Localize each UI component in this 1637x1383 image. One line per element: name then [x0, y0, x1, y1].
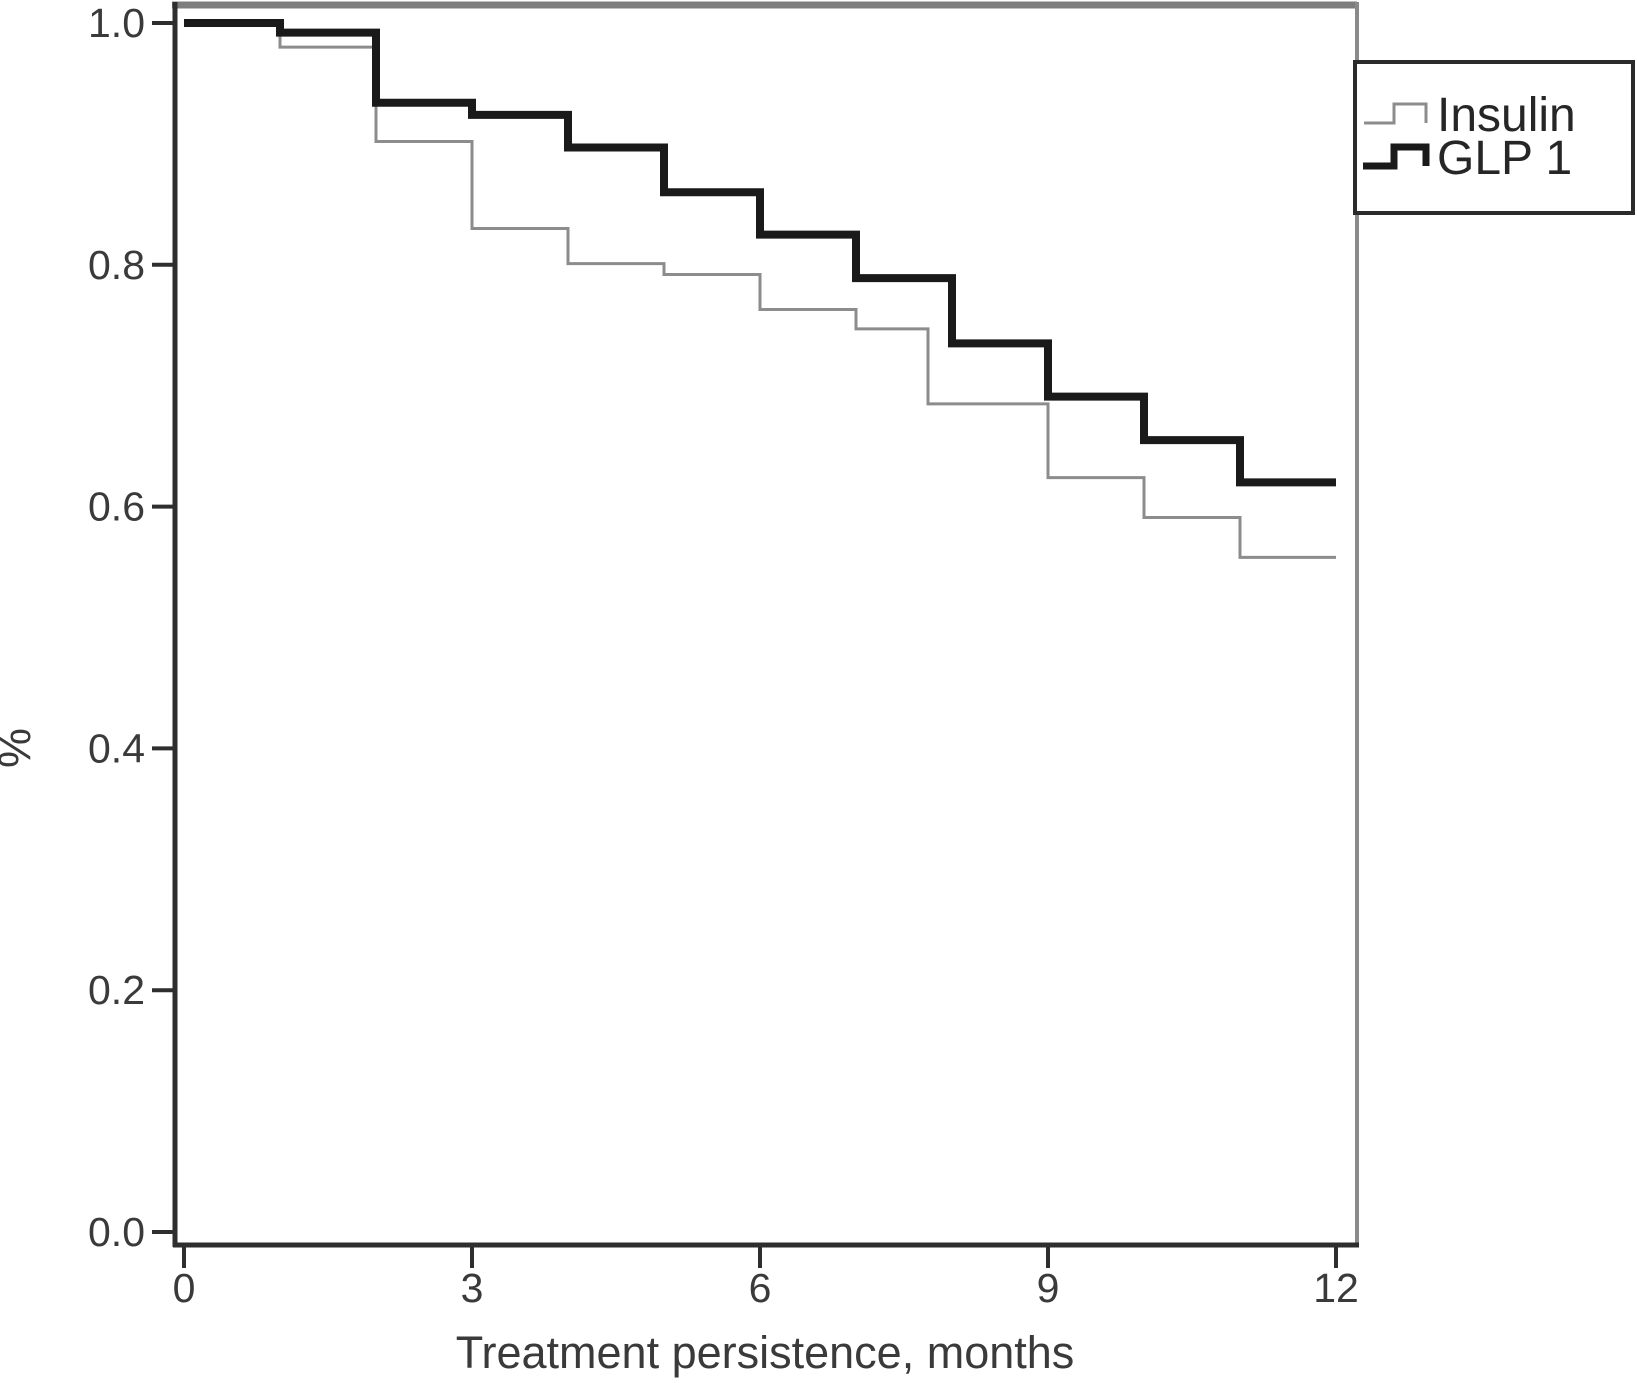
series-line-glp-1: [184, 19, 1336, 487]
x-tick-label: 6: [749, 1265, 772, 1311]
y-tick-label: 0.4: [88, 725, 145, 771]
y-tick-label: 0.6: [88, 484, 145, 530]
series-lines: [184, 19, 1336, 559]
x-tick-label: 3: [461, 1265, 484, 1311]
x-tick-label: 0: [173, 1265, 196, 1311]
y-axis-title: %: [0, 728, 40, 768]
x-tick-label: 12: [1313, 1265, 1359, 1311]
x-axis-ticks: 0 3 6 9 12: [173, 1245, 1359, 1311]
legend-box: [1353, 60, 1635, 215]
legend-line-sample-glp1: [1363, 143, 1430, 170]
y-axis-ticks: 0.0 0.2 0.4 0.6 0.8 1.0: [88, 0, 175, 1255]
legend-line-sample-insulin: [1364, 102, 1428, 125]
series-line-insulin: [184, 21, 1336, 559]
y-tick-label: 0.0: [88, 1209, 145, 1255]
x-tick-label: 9: [1037, 1265, 1060, 1311]
legend: Insulin GLP 1: [1353, 60, 1635, 215]
y-tick-label: 1.0: [88, 0, 145, 46]
y-tick-label: 0.8: [88, 242, 145, 288]
legend-label-insulin: Insulin: [1437, 89, 1576, 142]
y-tick-label: 0.2: [88, 967, 145, 1013]
x-axis-title: Treatment persistence, months: [456, 1327, 1075, 1378]
legend-label-glp1: GLP 1: [1437, 132, 1572, 185]
